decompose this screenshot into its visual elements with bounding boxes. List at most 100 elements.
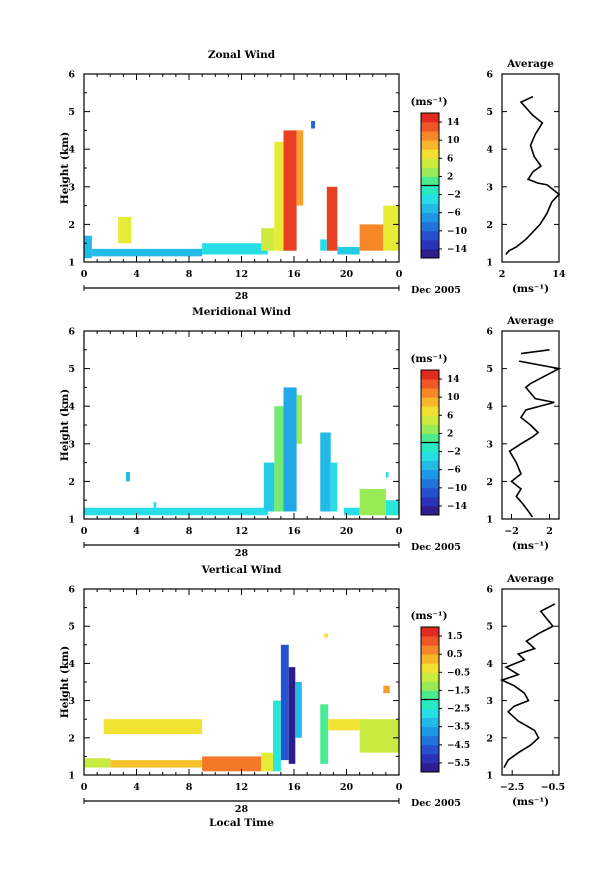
heatmap-cell xyxy=(383,205,399,251)
profile-x-tick-label: −2.5 xyxy=(500,782,525,793)
heatmap-cell xyxy=(280,644,289,761)
x-tick-label: 12 xyxy=(235,269,248,280)
colorbar-label: 10 xyxy=(447,393,460,403)
colorbar-swatch xyxy=(421,122,439,132)
profile-y-tick-label: 2 xyxy=(486,220,493,231)
profile-frame xyxy=(501,73,560,263)
colorbar-label: −5.5 xyxy=(447,759,470,769)
profile-x-tick-label: −2 xyxy=(504,526,519,537)
heatmap-cell xyxy=(261,228,275,251)
colorbar-swatch xyxy=(421,505,439,516)
y-tick-label: 1 xyxy=(68,258,75,269)
y-tick-label: 4 xyxy=(68,145,75,156)
heatmap-cell xyxy=(326,186,338,251)
colorbar-swatch xyxy=(421,212,439,223)
x-tick-label: 16 xyxy=(287,269,301,280)
profile-y-tick-label: 2 xyxy=(486,477,493,488)
heatmap-cell xyxy=(295,682,302,738)
colorbar-swatch xyxy=(421,433,439,443)
colorbar-unit: (ms⁻¹) xyxy=(410,96,447,108)
date-suffix: Dec 2005 xyxy=(411,542,461,553)
panel-title: Meridional Wind xyxy=(192,306,291,318)
profile-y-tick-label: 3 xyxy=(486,182,493,193)
colorbar-swatch xyxy=(421,140,439,150)
colorbar-label: −2.5 xyxy=(447,705,470,715)
y-axis-label: Height (km) xyxy=(59,132,71,204)
profile-y-tick-label: 5 xyxy=(486,364,493,375)
heatmap-cell xyxy=(359,719,399,753)
profile-y-tick-label: 4 xyxy=(486,402,493,413)
colorbar-unit: (ms⁻¹) xyxy=(410,610,447,622)
heatmap-cell xyxy=(343,507,360,516)
x-tick-label: 4 xyxy=(133,782,140,793)
heatmap-cell xyxy=(385,500,399,516)
colorbar-swatch xyxy=(421,762,439,773)
colorbar-swatch xyxy=(421,113,439,123)
colorbar-swatch xyxy=(421,478,439,489)
profile-x-label: (ms⁻¹) xyxy=(512,283,549,295)
colorbar-swatch xyxy=(421,487,439,498)
colorbar-label: 14 xyxy=(447,375,460,385)
colorbar-swatch xyxy=(421,158,439,168)
heatmap-cell xyxy=(153,502,157,508)
heatmap-cell xyxy=(328,719,360,731)
profile-y-tick-label: 3 xyxy=(486,439,493,450)
colorbar-swatch xyxy=(421,176,439,186)
colorbar-label: 2 xyxy=(447,172,453,182)
y-tick-label: 1 xyxy=(68,771,75,782)
x-tick-label: 20 xyxy=(340,269,354,280)
profile-x-label: (ms⁻¹) xyxy=(512,540,549,552)
heatmap-cell xyxy=(283,130,297,251)
colorbar-swatch xyxy=(421,753,439,764)
colorbar-swatch xyxy=(421,185,439,195)
colorbar-label: −2 xyxy=(447,191,461,201)
colorbar-swatch xyxy=(421,230,439,241)
colorbar-swatch xyxy=(421,699,439,709)
x-tick-label: 0 xyxy=(396,526,403,537)
colorbar-label: 2 xyxy=(447,429,453,439)
x-tick-label: 20 xyxy=(340,782,354,793)
colorbar-swatch xyxy=(421,221,439,232)
colorbar-swatch xyxy=(421,627,439,637)
profile-y-tick-label: 1 xyxy=(486,258,493,269)
colorbar-swatch xyxy=(421,663,439,673)
colorbar-swatch xyxy=(421,744,439,755)
colorbar-label: 10 xyxy=(447,136,460,146)
heatmap-cell xyxy=(311,121,315,129)
colorbar-swatch xyxy=(421,203,439,214)
y-tick-label: 3 xyxy=(68,696,75,707)
colorbar-swatch xyxy=(421,645,439,655)
colorbar-swatch xyxy=(421,442,439,452)
heatmap-cell xyxy=(84,758,111,768)
profile-y-tick-label: 6 xyxy=(486,70,493,81)
colorbar-swatch xyxy=(421,708,439,719)
y-tick-label: 2 xyxy=(68,733,75,744)
heatmap-cell xyxy=(91,248,203,257)
colorbar-unit: (ms⁻¹) xyxy=(410,353,447,365)
profile-x-tick-label: 2 xyxy=(546,526,553,537)
y-tick-label: 4 xyxy=(68,402,75,413)
colorbar-swatch xyxy=(421,735,439,746)
plot-frame xyxy=(83,330,400,520)
colorbar-swatch xyxy=(421,167,439,177)
colorbar-label: −1.5 xyxy=(447,686,470,696)
heatmap-cell xyxy=(283,387,297,512)
heatmap-cell xyxy=(202,756,262,772)
profile-line xyxy=(508,349,562,518)
x-axis-label: Local Time xyxy=(209,817,274,829)
heatmap-cell xyxy=(261,752,275,772)
y-axis-label: Height (km) xyxy=(59,646,71,718)
x-tick-label: 0 xyxy=(81,782,88,793)
x-tick-label: 0 xyxy=(396,269,403,280)
heatmap-cell xyxy=(118,216,132,244)
panel-title: Zonal Wind xyxy=(208,49,276,61)
colorbar-label: −6 xyxy=(447,209,461,219)
x-tick-label: 0 xyxy=(81,269,88,280)
profile-y-tick-label: 1 xyxy=(486,771,493,782)
heatmap-cell xyxy=(84,507,203,516)
colorbar-swatch xyxy=(421,415,439,425)
colorbar-swatch xyxy=(421,690,439,700)
x-tick-label: 20 xyxy=(340,526,354,537)
colorbar-swatch xyxy=(421,460,439,471)
